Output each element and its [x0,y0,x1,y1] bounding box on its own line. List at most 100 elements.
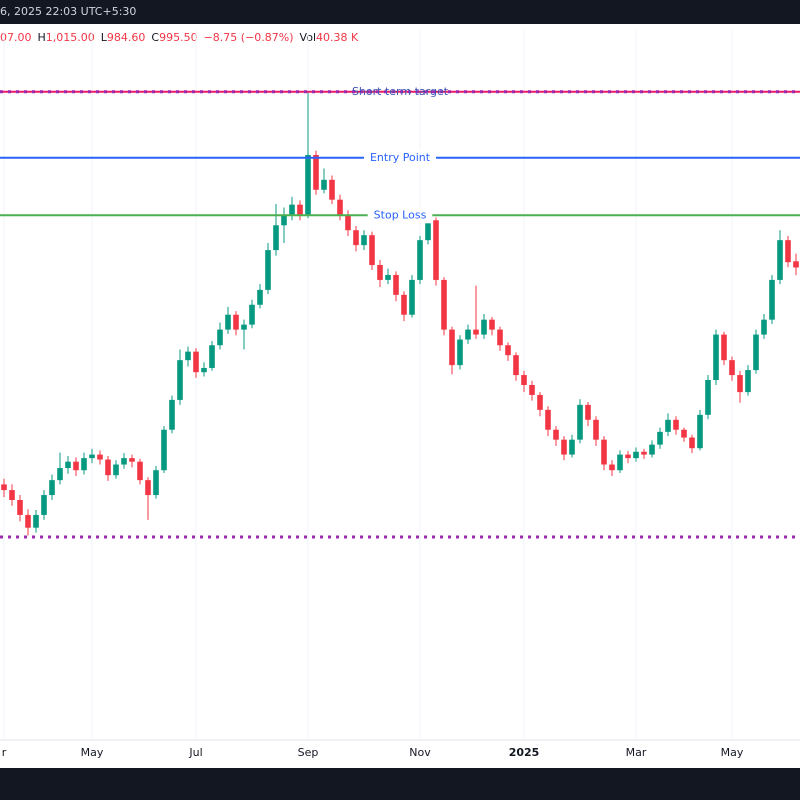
candle-body [41,495,47,515]
candle-body [257,289,263,305]
header-open: 07.00 [0,31,32,44]
candle-body [97,454,103,460]
candle-body [401,294,407,315]
candle-body [737,375,743,393]
candle-body [241,324,247,330]
candle-body [289,204,295,215]
candle-body [57,468,63,481]
candle-body [577,404,583,440]
candle-body [33,514,39,528]
x-tick-label: May [721,746,744,759]
candle-body [361,235,367,246]
x-tick-label: Sep [298,746,319,759]
candle-body [17,500,23,515]
candle-body [465,329,471,340]
candle-body [521,375,527,385]
header-label: C [151,31,159,44]
candle-body [273,225,279,251]
candle-body [537,394,543,410]
candle-body [585,404,591,420]
candle-body [745,370,751,393]
candle-body [417,240,423,280]
x-tick-label: Jul [188,746,202,759]
candle-body [513,355,519,376]
candle-body [313,154,319,190]
candle-body [481,319,487,335]
candle-body [369,235,375,266]
x-tick-label: Mar [626,746,647,759]
candle-body [761,319,767,335]
header-label: H [38,31,46,44]
level-label-bg [363,149,437,166]
candle-body [185,351,191,361]
candle-body [137,461,143,481]
candle-body [641,451,647,455]
candle-body [201,367,207,373]
candle-body [129,458,135,462]
candle-body [305,154,311,215]
candle-body [297,204,303,215]
candle-body [649,444,655,455]
candle-body [665,419,671,432]
x-tick-label: Nov [409,746,431,759]
candle-body [457,339,463,366]
candle-body [769,279,775,320]
candle-body [113,464,119,476]
candle-body [497,329,503,346]
candle-body [281,214,287,226]
level-label: Short term target [352,85,449,98]
header-value: 40.38 K [316,31,359,44]
candle-body [785,240,791,263]
candle-body [529,385,535,395]
candle-body [657,431,663,445]
candle-body [81,458,87,471]
candle-body [681,429,687,438]
candle-body [633,451,639,459]
candle-body [121,458,127,465]
ohlc-header: 07.00 H 1,015.00 L 984.60 C 995.50 −8.75 (−0.87… [0,31,359,44]
candle-body [609,464,615,471]
candle-body [145,480,151,496]
candle-body [337,199,343,215]
candle-body [377,265,383,280]
candle-body [233,314,239,330]
candle-body [753,334,759,371]
x-tick-label: 2025 [509,746,540,759]
candle-body [209,345,215,368]
candle-body [385,274,391,280]
header-label: L [101,31,108,44]
candle-body [353,230,359,246]
candle-body [393,274,399,295]
candle-body [601,439,607,465]
candle-body [73,461,79,471]
candle-body [249,304,255,325]
candle-body [689,437,695,449]
candle-body [433,220,439,280]
candle-body [697,414,703,449]
candle-body [489,319,495,330]
candle-body [449,329,455,366]
candle-body [713,334,719,381]
candle-body [473,329,479,335]
candle-body [49,480,55,496]
candle-body [409,279,415,315]
candle-body [65,461,71,469]
x-tick-label: May [81,746,104,759]
candle-body [89,454,95,459]
level-label: Entry Point [370,151,431,164]
candle-body [169,399,175,430]
datetime: 6, 2025 22:03 UTC+5:30 [0,5,136,18]
candle-body [345,214,351,231]
bottom-bar [0,768,800,800]
top-bar [0,0,800,24]
candle-body [153,470,159,496]
candle-body [329,179,335,200]
x-tick-label: r [2,746,7,759]
level-label-bg [367,207,433,224]
candle-body [729,360,735,376]
candle-body [177,360,183,400]
candle-body [105,459,111,476]
candle-body [441,279,447,330]
